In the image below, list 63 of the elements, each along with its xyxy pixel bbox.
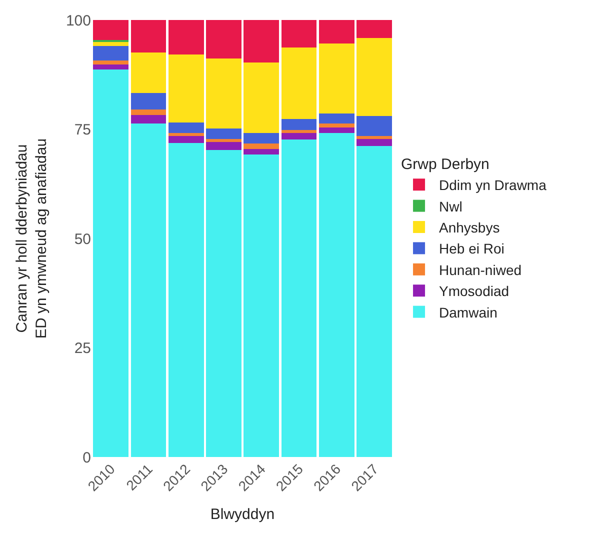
y-tick-label: 75 [74, 122, 91, 138]
legend-label: Anhysbys [439, 219, 500, 236]
bar [93, 69, 128, 457]
bar [244, 133, 279, 144]
bar [318, 133, 354, 457]
bar [356, 138, 392, 146]
bar [244, 154, 279, 457]
bar [130, 114, 166, 124]
bar [168, 133, 204, 136]
bar [356, 136, 392, 139]
x-axis-title: Blwyddyn [210, 506, 275, 524]
bar [206, 150, 242, 457]
y-tick-label: 100 [66, 12, 91, 30]
y-tick-label: 0 [82, 449, 91, 466]
bar [206, 58, 242, 128]
bar [281, 119, 317, 130]
legend-label: Nwl [439, 198, 462, 214]
y-axis-title: Canran yr holl dderbyniadau ED yn ymwneud ag anafiadau [14, 138, 50, 339]
bar [281, 48, 317, 120]
bar [281, 130, 317, 134]
bar [93, 46, 128, 61]
bar [318, 44, 354, 114]
bar [93, 64, 128, 70]
y-tick-label: 25 [74, 340, 91, 357]
bar [168, 20, 204, 55]
bar [93, 41, 128, 46]
bar [168, 142, 204, 457]
legend-label: Ddim yn Drawma [439, 177, 547, 194]
bar [244, 62, 279, 134]
bar [206, 128, 242, 139]
legend-label: Ymosodiad [439, 283, 510, 300]
bar [356, 38, 392, 116]
bar [318, 20, 354, 44]
bar [206, 138, 242, 142]
bar [130, 52, 166, 93]
bar [244, 20, 279, 62]
bar [168, 54, 204, 122]
legend-label: Hunan-niwed [439, 262, 522, 278]
bar [93, 20, 128, 40]
bar [130, 110, 166, 115]
bar [281, 140, 317, 457]
bar [130, 124, 166, 457]
bar [168, 136, 204, 143]
bar [281, 20, 317, 48]
bar [168, 122, 204, 134]
bar [130, 92, 166, 110]
y-tick-label: 50 [74, 230, 91, 248]
bar [281, 133, 317, 140]
bar [244, 144, 279, 149]
bar [356, 146, 392, 457]
bar [356, 116, 392, 136]
bar [206, 20, 242, 58]
legend-title: Grwp Derbyn [401, 156, 490, 173]
bar [244, 148, 279, 155]
legend-label: Heb ei Roi [439, 240, 504, 257]
bar [206, 142, 242, 150]
bar [356, 20, 392, 38]
bar [93, 60, 128, 65]
bar [318, 124, 354, 128]
legend-label: Damwain [439, 304, 498, 320]
bar [318, 128, 354, 134]
bar [318, 114, 354, 124]
bar [130, 20, 166, 52]
